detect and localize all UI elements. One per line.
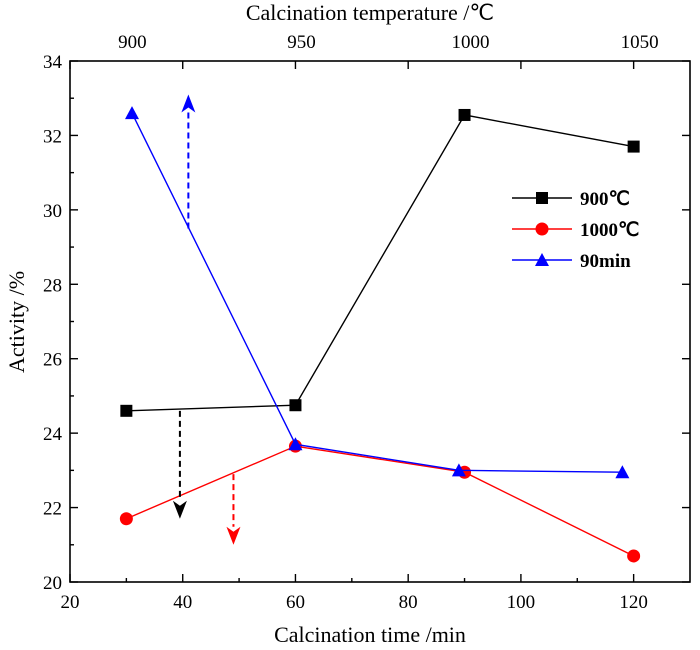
- y-tick-label: 34: [43, 52, 63, 73]
- x-axis-title: Calcination time /min: [274, 622, 466, 647]
- legend-entry-0: 900℃: [512, 189, 630, 210]
- legend: 900℃ 1000℃ 90min: [512, 189, 639, 272]
- legend-label: 900℃: [580, 189, 630, 210]
- square-marker: [536, 192, 548, 204]
- series-0: [120, 108, 640, 417]
- circle-marker: [119, 512, 133, 526]
- series-layer: [119, 106, 641, 563]
- axis-ticks: [69, 60, 690, 583]
- legend-entry-1: 1000℃: [512, 220, 639, 241]
- y-axis-title: Activity /%: [4, 271, 29, 373]
- arrow-annotation-1: [172, 410, 187, 519]
- y-tick-label: 30: [43, 201, 62, 222]
- x-tick-label: 40: [173, 592, 192, 613]
- square-marker: [458, 108, 471, 121]
- triangle-marker: [125, 106, 139, 120]
- x2-axis-title: Calcination temperature /℃: [246, 0, 494, 25]
- legend-label: 1000℃: [580, 220, 639, 241]
- y-tick-label: 22: [43, 499, 62, 520]
- y-tick-label: 20: [43, 573, 62, 594]
- annotation-layer: [172, 94, 241, 545]
- arrow-annotation-2: [226, 474, 241, 545]
- y-tick-label: 24: [43, 424, 63, 445]
- arrow-head: [181, 94, 196, 113]
- arrow-head: [172, 500, 187, 519]
- x2-tick-label: 1000: [452, 32, 490, 53]
- x-tick-label: 60: [286, 592, 305, 613]
- x-tick-label: 120: [619, 592, 648, 613]
- x2-tick-label: 1050: [621, 32, 659, 53]
- arrow-head: [226, 526, 241, 545]
- x-tick-label: 20: [61, 592, 80, 613]
- y-tick-label: 32: [43, 126, 62, 147]
- series-2: [125, 106, 630, 479]
- arrow-annotation-0: [181, 94, 196, 229]
- y-tick-label: 28: [43, 275, 62, 296]
- legend-label: 90min: [580, 251, 631, 272]
- series-line: [126, 114, 634, 412]
- tick-labels: 20 40 60 80 100 120 20 22 24 26 28 30 32 34 900 950 1000…: [43, 32, 659, 613]
- triangle-marker: [615, 465, 630, 479]
- series-line: [126, 445, 634, 557]
- circle-marker: [627, 549, 641, 563]
- triangle-marker: [451, 463, 466, 477]
- x-tick-label: 100: [507, 592, 536, 613]
- y-tick-label: 26: [43, 350, 62, 371]
- legend-entry-2: 90min: [512, 251, 631, 272]
- triangle-marker: [288, 437, 303, 451]
- square-marker: [289, 399, 302, 412]
- square-marker: [627, 140, 640, 153]
- x2-tick-label: 950: [287, 32, 316, 53]
- triangle-marker: [535, 253, 549, 266]
- series-line: [131, 112, 623, 473]
- circle-marker: [535, 222, 549, 236]
- x2-tick-label: 900: [118, 32, 147, 53]
- x-tick-label: 80: [399, 592, 418, 613]
- square-marker: [120, 404, 133, 417]
